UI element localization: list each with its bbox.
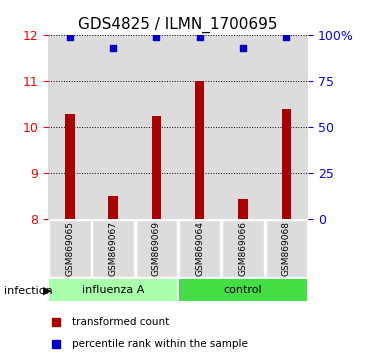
Bar bbox=[178, 35, 221, 219]
Bar bbox=[92, 35, 135, 219]
Point bbox=[197, 34, 203, 40]
Bar bbox=[108, 196, 118, 219]
Point bbox=[240, 45, 246, 51]
Bar bbox=[152, 116, 161, 219]
Text: transformed count: transformed count bbox=[72, 317, 169, 327]
FancyBboxPatch shape bbox=[92, 220, 134, 277]
FancyBboxPatch shape bbox=[222, 220, 264, 277]
Bar bbox=[265, 35, 308, 219]
Point bbox=[110, 45, 116, 51]
Text: influenza A: influenza A bbox=[82, 285, 144, 295]
FancyBboxPatch shape bbox=[179, 279, 307, 302]
Text: GSM869066: GSM869066 bbox=[239, 221, 247, 276]
Point bbox=[154, 34, 160, 40]
FancyBboxPatch shape bbox=[179, 220, 220, 277]
Bar bbox=[195, 81, 204, 219]
Text: GSM869068: GSM869068 bbox=[282, 221, 291, 276]
Point bbox=[283, 34, 289, 40]
Bar bbox=[282, 109, 291, 219]
Title: GDS4825 / ILMN_1700695: GDS4825 / ILMN_1700695 bbox=[78, 16, 278, 33]
Text: GSM869064: GSM869064 bbox=[195, 221, 204, 276]
Bar bbox=[221, 35, 265, 219]
Text: GSM869069: GSM869069 bbox=[152, 221, 161, 276]
Bar bbox=[238, 199, 248, 219]
Text: control: control bbox=[224, 285, 262, 295]
Point bbox=[67, 34, 73, 40]
Text: percentile rank within the sample: percentile rank within the sample bbox=[72, 339, 248, 349]
Bar bbox=[48, 35, 92, 219]
FancyBboxPatch shape bbox=[49, 220, 91, 277]
FancyBboxPatch shape bbox=[266, 220, 307, 277]
FancyBboxPatch shape bbox=[49, 279, 177, 302]
Text: ▶: ▶ bbox=[43, 286, 51, 296]
FancyBboxPatch shape bbox=[136, 220, 177, 277]
Text: GSM869067: GSM869067 bbox=[109, 221, 118, 276]
Bar bbox=[135, 35, 178, 219]
Bar bbox=[65, 114, 75, 219]
Text: infection: infection bbox=[4, 286, 52, 296]
Text: GSM869065: GSM869065 bbox=[65, 221, 74, 276]
